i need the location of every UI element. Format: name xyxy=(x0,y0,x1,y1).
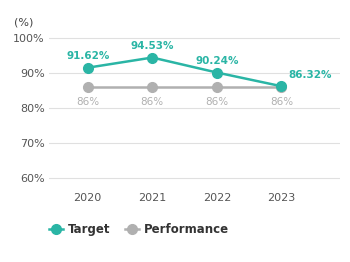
Text: 86.32%: 86.32% xyxy=(288,70,332,80)
Text: 91.62%: 91.62% xyxy=(66,51,110,61)
Text: 86%: 86% xyxy=(76,97,99,107)
Text: 86%: 86% xyxy=(205,97,229,107)
Text: (%): (%) xyxy=(14,17,34,27)
Text: 86%: 86% xyxy=(270,97,293,107)
Text: 94.53%: 94.53% xyxy=(131,41,174,51)
Text: 90.24%: 90.24% xyxy=(195,56,239,66)
Text: 86%: 86% xyxy=(141,97,164,107)
Legend: Target, Performance: Target, Performance xyxy=(49,223,229,236)
